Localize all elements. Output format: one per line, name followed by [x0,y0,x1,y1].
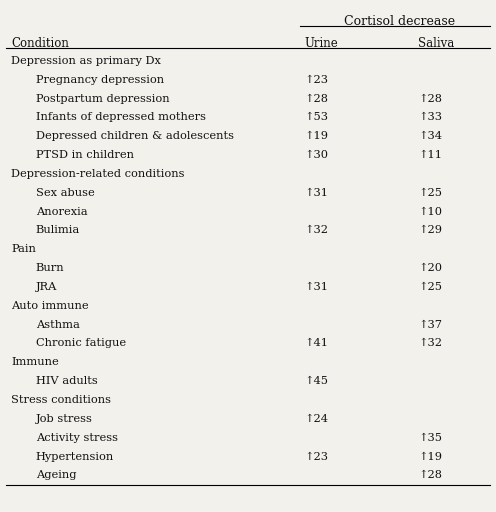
Text: ↑45: ↑45 [305,376,329,386]
Text: ↑32: ↑32 [305,225,329,236]
Text: ↑31: ↑31 [305,282,329,292]
Text: Asthma: Asthma [36,319,80,330]
Text: ↑28: ↑28 [418,471,442,480]
Text: Stress conditions: Stress conditions [11,395,111,405]
Text: ↑33: ↑33 [418,113,442,122]
Text: Saliva: Saliva [418,37,454,50]
Text: HIV adults: HIV adults [36,376,98,386]
Text: Depression-related conditions: Depression-related conditions [11,169,185,179]
Text: ↑19: ↑19 [305,131,329,141]
Text: Burn: Burn [36,263,64,273]
Text: Pain: Pain [11,244,36,254]
Text: ↑10: ↑10 [418,207,442,217]
Text: Sex abuse: Sex abuse [36,188,95,198]
Text: Job stress: Job stress [36,414,93,424]
Text: ↑19: ↑19 [418,452,442,461]
Text: Anorexia: Anorexia [36,207,87,217]
Text: Chronic fatigue: Chronic fatigue [36,338,126,349]
Text: ↑53: ↑53 [305,113,329,122]
Text: Pregnancy depression: Pregnancy depression [36,75,164,84]
Text: ↑20: ↑20 [418,263,442,273]
Text: ↑24: ↑24 [305,414,329,424]
Text: Infants of depressed mothers: Infants of depressed mothers [36,113,206,122]
Text: ↑41: ↑41 [305,338,329,349]
Text: Depression as primary Dx: Depression as primary Dx [11,56,161,66]
Text: Immune: Immune [11,357,59,367]
Text: ↑23: ↑23 [305,75,329,84]
Text: ↑31: ↑31 [305,188,329,198]
Text: JRA: JRA [36,282,58,292]
Text: PTSD in children: PTSD in children [36,150,134,160]
Text: Postpartum depression: Postpartum depression [36,94,170,103]
Text: ↑25: ↑25 [418,188,442,198]
Text: Condition: Condition [11,37,69,50]
Text: Ageing: Ageing [36,471,76,480]
Text: Activity stress: Activity stress [36,433,118,443]
Text: Auto immune: Auto immune [11,301,89,311]
Text: ↑28: ↑28 [418,94,442,103]
Text: ↑34: ↑34 [418,131,442,141]
Text: Hypertension: Hypertension [36,452,114,461]
Text: Depressed children & adolescents: Depressed children & adolescents [36,131,234,141]
Text: ↑11: ↑11 [418,150,442,160]
Text: Cortisol decrease: Cortisol decrease [344,15,455,28]
Text: ↑29: ↑29 [418,225,442,236]
Text: Bulimia: Bulimia [36,225,80,236]
Text: ↑25: ↑25 [418,282,442,292]
Text: ↑32: ↑32 [418,338,442,349]
Text: ↑23: ↑23 [305,452,329,461]
Text: ↑28: ↑28 [305,94,329,103]
Text: ↑35: ↑35 [418,433,442,443]
Text: ↑37: ↑37 [418,319,442,330]
Text: Urine: Urine [305,37,338,50]
Text: ↑30: ↑30 [305,150,329,160]
